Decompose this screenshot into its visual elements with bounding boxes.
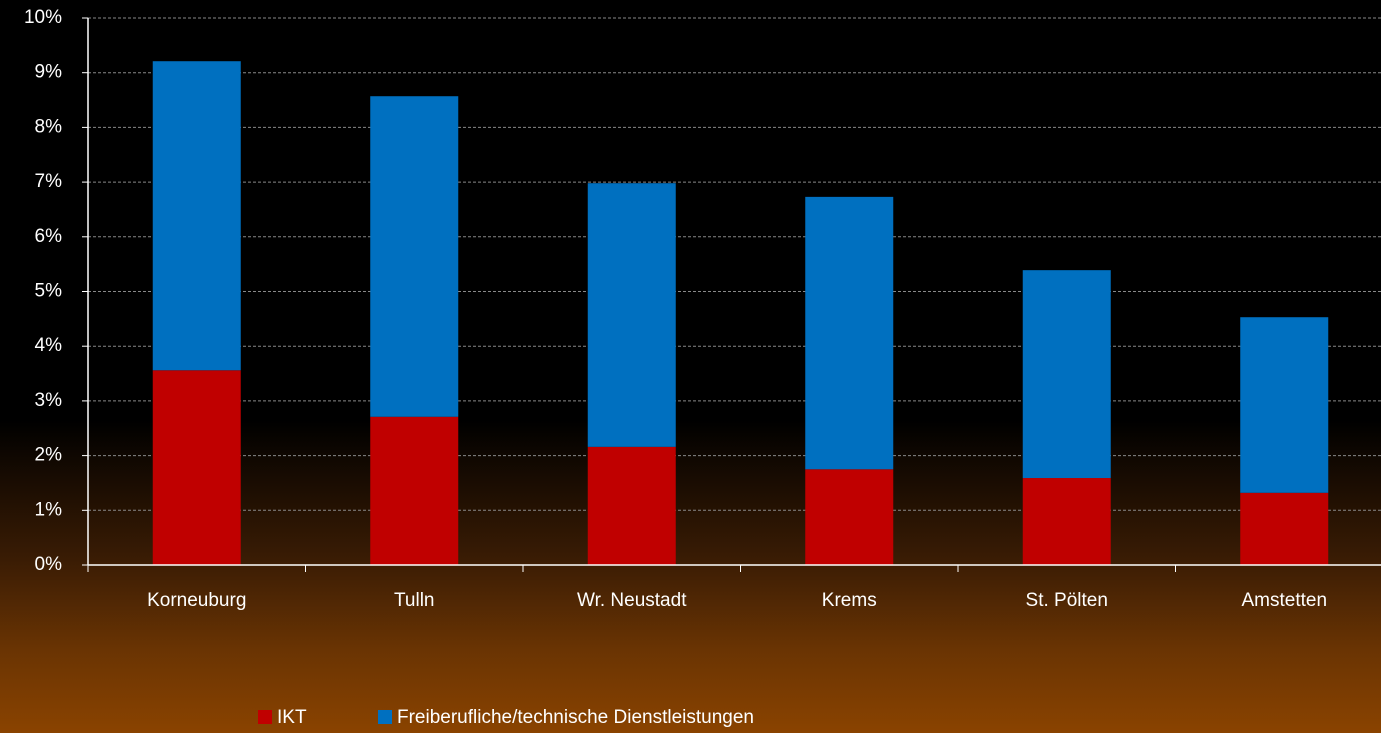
y-tick-label: 3% [35, 390, 63, 411]
y-tick-label: 1% [35, 499, 63, 520]
bar-segment [805, 196, 894, 470]
y-tick-label: 7% [35, 171, 63, 192]
x-tick-label: Amstetten [1241, 590, 1327, 611]
bar-segment [587, 183, 676, 447]
legend-label: Freiberufliche/technische Dienstleistung… [397, 707, 754, 728]
bar-segment [1022, 478, 1111, 565]
legend-swatch [378, 710, 392, 724]
y-tick-label: 0% [35, 554, 63, 575]
y-tick-label: 4% [35, 335, 63, 356]
bar-segment [370, 416, 459, 565]
bar-segment [805, 469, 894, 565]
x-tick-label: Wr. Neustadt [577, 590, 687, 611]
bar-segment [152, 61, 241, 371]
y-tick-label: 5% [35, 281, 63, 302]
bar-segment [587, 446, 676, 565]
y-tick-label: 8% [35, 116, 63, 137]
bar-segment [1240, 317, 1329, 493]
x-tick-label: Krems [822, 590, 877, 611]
y-tick-label: 10% [24, 7, 62, 28]
bar-segment [1022, 270, 1111, 479]
legend-label: IKT [277, 707, 307, 728]
x-tick-label: Korneuburg [147, 590, 246, 611]
bar-segment [152, 370, 241, 565]
x-tick-label: Tulln [394, 590, 434, 611]
y-tick-label: 6% [35, 226, 63, 247]
bar-segment [370, 96, 459, 417]
legend-swatch [258, 710, 272, 724]
y-tick-label: 9% [35, 62, 63, 83]
bar-segment [1240, 492, 1329, 565]
y-tick-label: 2% [35, 445, 63, 466]
x-tick-label: St. Pölten [1026, 590, 1108, 611]
